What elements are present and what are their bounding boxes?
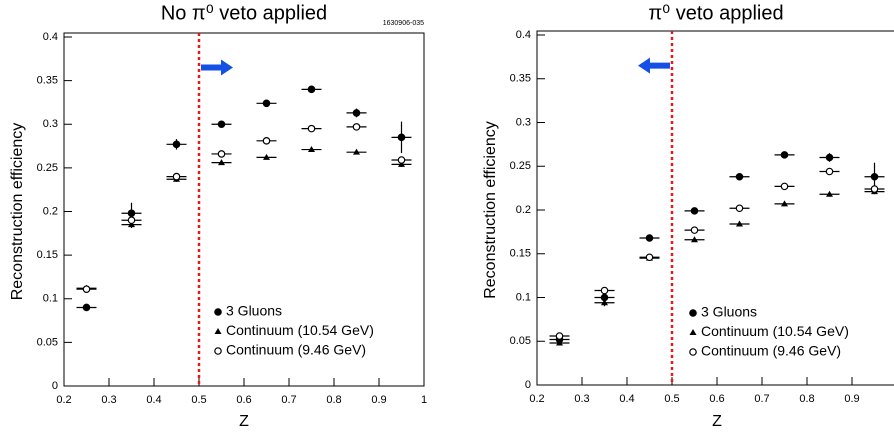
- figure-code: 1630906-035: [383, 20, 424, 27]
- marker: [690, 207, 699, 215]
- y-tick-label: 0.1: [43, 293, 58, 305]
- legend-label: 3 Gluons: [701, 304, 757, 320]
- y-tick-label: 0.25: [510, 160, 531, 172]
- y-tick-label: 0.05: [37, 336, 58, 348]
- x-tick-label: 0.8: [326, 394, 341, 406]
- y-tick-label: 0.4: [516, 29, 531, 41]
- legend-marker: [214, 347, 222, 355]
- y-tick-label: 0.25: [37, 162, 58, 174]
- x-axis-label: Z: [239, 413, 249, 430]
- x-tick-label: 0.5: [664, 393, 679, 405]
- marker: [82, 303, 91, 312]
- marker: [691, 236, 698, 243]
- y-tick-label: 0: [525, 379, 531, 391]
- x-tick-label: 0.2: [529, 393, 544, 405]
- x-tick-label: 0.6: [709, 393, 724, 405]
- x-tick-label: 0.9: [844, 393, 859, 405]
- marker: [308, 146, 315, 153]
- marker: [870, 172, 879, 181]
- x-tick-label: 0.5: [191, 394, 206, 406]
- marker: [352, 109, 361, 117]
- y-tick-label: 0.35: [37, 75, 58, 87]
- x-tick-label: 0.6: [236, 394, 251, 406]
- marker: [262, 137, 271, 145]
- marker: [397, 156, 406, 164]
- x-axis-label: Z: [712, 413, 722, 430]
- marker: [735, 204, 744, 213]
- y-tick-label: 0.2: [43, 205, 58, 217]
- marker: [82, 285, 91, 293]
- y-axis-label: Reconstruction efficiency: [482, 121, 499, 299]
- marker: [307, 85, 316, 94]
- marker: [780, 182, 789, 191]
- cut-arrow: [638, 57, 670, 74]
- x-tick-label: 0.7: [281, 394, 296, 406]
- y-tick-label: 0.3: [516, 116, 531, 128]
- marker: [353, 148, 360, 155]
- marker: [600, 286, 609, 295]
- marker: [352, 123, 361, 131]
- marker: [736, 220, 743, 227]
- marker: [217, 150, 226, 158]
- legend-label: Continuum (10.54 GeV): [226, 322, 374, 338]
- x-tick-label: 0.3: [101, 394, 116, 406]
- marker: [172, 140, 181, 149]
- y-axis-label: Reconstruction efficiency: [9, 123, 26, 301]
- marker: [601, 299, 608, 306]
- x-tick-label: 1: [421, 394, 427, 406]
- x-tick-label: 0.3: [574, 393, 589, 405]
- marker: [825, 153, 834, 162]
- legend-label: Continuum (9.46 GeV): [226, 342, 366, 358]
- legend-marker: [689, 309, 697, 317]
- x-tick-label: 0.8: [799, 393, 814, 405]
- marker: [556, 339, 563, 346]
- marker: [735, 172, 744, 181]
- marker: [826, 190, 833, 197]
- marker: [397, 133, 406, 142]
- marker: [263, 153, 270, 160]
- marker: [555, 332, 564, 340]
- y-tick-label: 0.1: [516, 291, 531, 303]
- x-tick-label: 0.4: [146, 394, 161, 406]
- legend-marker: [689, 329, 697, 335]
- marker: [262, 99, 271, 108]
- y-tick-label: 0.4: [43, 31, 58, 43]
- chart-title: π⁰ veto applied: [648, 2, 783, 24]
- x-tick-label: 0.2: [56, 394, 71, 406]
- chart-title: No π⁰ veto applied: [161, 2, 327, 24]
- marker: [127, 216, 136, 225]
- marker: [172, 172, 181, 181]
- marker: [645, 234, 654, 242]
- marker: [870, 185, 879, 193]
- x-tick-label: 0.7: [754, 393, 769, 405]
- x-tick-label: 0.4: [619, 393, 634, 405]
- y-tick-label: 0.2: [516, 204, 531, 216]
- marker: [645, 253, 654, 262]
- legend-label: Continuum (10.54 GeV): [701, 323, 849, 339]
- legend-label: 3 Gluons: [226, 303, 282, 319]
- y-tick-label: 0: [52, 380, 58, 392]
- y-tick-label: 0.35: [510, 73, 531, 85]
- marker: [307, 124, 316, 133]
- marker: [690, 226, 699, 234]
- legend-marker: [689, 348, 697, 356]
- marker: [781, 200, 788, 207]
- marker: [825, 167, 834, 176]
- marker: [780, 151, 789, 159]
- y-tick-label: 0.15: [37, 249, 58, 261]
- marker: [217, 120, 226, 129]
- y-tick-label: 0.05: [510, 335, 531, 347]
- legend-marker: [214, 328, 222, 334]
- y-tick-label: 0.3: [43, 118, 58, 130]
- cut-arrow: [201, 59, 233, 76]
- legend-label: Continuum (9.46 GeV): [701, 343, 841, 359]
- legend-marker: [214, 308, 222, 316]
- marker: [398, 160, 405, 167]
- y-tick-label: 0.15: [510, 248, 531, 260]
- marker: [218, 159, 225, 166]
- x-tick-label: 0.9: [371, 394, 386, 406]
